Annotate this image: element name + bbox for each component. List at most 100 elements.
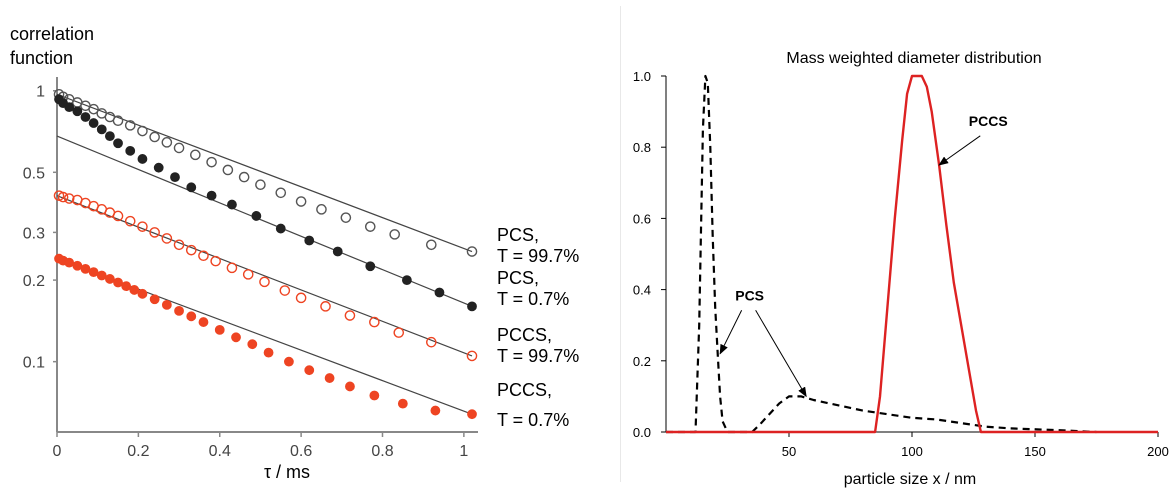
- right-y-tick-label: 0.2: [633, 354, 651, 369]
- left-series-label: PCS,: [497, 225, 539, 245]
- left-data-point: [112, 210, 124, 222]
- left-x-tick-label: 0.4: [209, 443, 231, 460]
- left-data-point: [393, 327, 405, 338]
- right-annotation-label: PCS: [735, 287, 764, 303]
- left-data-point: [466, 246, 478, 257]
- left-data-point: [340, 212, 352, 223]
- left-data-point: [369, 390, 380, 401]
- left-data-point: [80, 263, 91, 274]
- left-fit-line: [56, 93, 473, 253]
- right-y-tick-label: 0.0: [633, 425, 651, 440]
- left-data-point: [279, 285, 291, 296]
- left-series-label: T = 99.7%: [497, 246, 579, 266]
- left-data-point: [369, 316, 380, 328]
- left-axes: 0 0.2 0.4 0.6 0.8 1 1 0.5 0.3 0.2 0.1: [23, 77, 478, 460]
- left-data-point: [72, 260, 83, 271]
- left-data-point: [344, 310, 356, 321]
- left-y-tick-label: 0.1: [23, 355, 45, 372]
- left-data-point: [402, 275, 412, 286]
- left-data-point: [247, 339, 258, 350]
- left-data-point: [112, 115, 124, 127]
- left-data-point: [231, 332, 241, 343]
- left-data-point: [324, 373, 335, 383]
- left-series-label: PCCS,: [497, 325, 552, 345]
- left-data-point: [426, 336, 437, 348]
- left-data-point: [434, 287, 445, 298]
- right-annotation-arrow: [938, 135, 981, 166]
- left-x-tick-label: 0.2: [127, 443, 149, 460]
- right-chart-title: Mass weighted diameter distribution: [786, 50, 1041, 67]
- left-data-point: [185, 244, 197, 256]
- left-data-point: [259, 276, 270, 288]
- right-x-tick-label: 50: [782, 444, 796, 459]
- left-data-point: [284, 356, 294, 367]
- left-data-point: [129, 285, 140, 295]
- left-series-labels: PCS,T = 99.7%PCS,T = 0.7%PCCS,T = 99.7%P…: [497, 225, 579, 430]
- left-data-point: [161, 233, 173, 244]
- left-data-point: [64, 257, 75, 268]
- panel-separator: [620, 6, 621, 482]
- left-data-point: [365, 261, 376, 272]
- left-data-point: [149, 131, 160, 143]
- left-data-point: [332, 246, 343, 257]
- left-y-tick-label: 0.5: [23, 165, 45, 182]
- left-series-label: PCCS,: [497, 380, 552, 400]
- right-series-lines: [666, 74, 1158, 434]
- left-data-point: [238, 171, 250, 183]
- left-data-point: [137, 221, 148, 232]
- left-data-point: [467, 301, 477, 312]
- left-data-point: [88, 267, 99, 278]
- left-data-point: [316, 204, 327, 215]
- left-data-point: [137, 154, 148, 164]
- left-series-label: T = 0.7%: [497, 289, 569, 309]
- left-data-point: [124, 120, 136, 131]
- left-data-point: [430, 405, 441, 416]
- left-data-point: [226, 262, 238, 274]
- left-data-point: [389, 229, 400, 240]
- left-data-point: [210, 255, 221, 267]
- right-annotations: PCCS PCS: [719, 113, 1008, 398]
- left-data-point: [222, 164, 234, 176]
- left-data-point: [295, 196, 307, 207]
- left-data-point: [64, 102, 75, 113]
- left-data-point: [113, 277, 123, 288]
- right-annotation-label: PCCS: [969, 113, 1008, 129]
- right-axes: 0.0 0.2 0.4 0.6 0.8 1.0 50 100 150 200: [633, 69, 1169, 459]
- left-data-point: [113, 138, 123, 149]
- diameter-distribution-chart: Mass weighted diameter distribution 0.0 0…: [633, 50, 1169, 488]
- left-data-point: [263, 347, 274, 358]
- left-data-point: [397, 398, 408, 409]
- left-data-point: [467, 409, 477, 420]
- left-data-point: [88, 103, 99, 115]
- left-data-point: [190, 149, 201, 161]
- left-data-point: [161, 137, 173, 148]
- left-data-point: [96, 124, 107, 135]
- left-data-point: [125, 145, 136, 156]
- left-data-point: [206, 156, 217, 168]
- left-y-tick-label: 1: [36, 84, 45, 101]
- right-y-tick-label: 0.4: [633, 283, 651, 298]
- left-data-point: [275, 187, 287, 199]
- left-data-point: [173, 142, 185, 154]
- left-series-label: PCS,: [497, 268, 539, 288]
- left-x-axis-label: τ / ms: [264, 462, 310, 482]
- left-data-point: [242, 269, 254, 280]
- right-y-tick-label: 0.6: [633, 211, 651, 226]
- left-data-point: [170, 172, 180, 182]
- left-data-point: [364, 221, 376, 232]
- left-data-point: [124, 215, 136, 227]
- left-data-point: [345, 381, 355, 392]
- left-series-label: T = 0.7%: [497, 410, 569, 430]
- left-data-point: [96, 270, 107, 281]
- left-data-point: [466, 350, 478, 362]
- right-annotation-arrow: [719, 310, 743, 355]
- left-y-axis-label-line2: function: [10, 48, 73, 68]
- left-data-point: [161, 299, 172, 310]
- left-data-point: [104, 274, 115, 284]
- right-y-tick-label: 1.0: [633, 69, 651, 84]
- left-data-point: [149, 294, 160, 305]
- left-data-point: [275, 223, 286, 234]
- left-data-point: [63, 193, 75, 204]
- left-data-point: [88, 118, 99, 128]
- left-x-tick-label: 0.6: [290, 443, 312, 460]
